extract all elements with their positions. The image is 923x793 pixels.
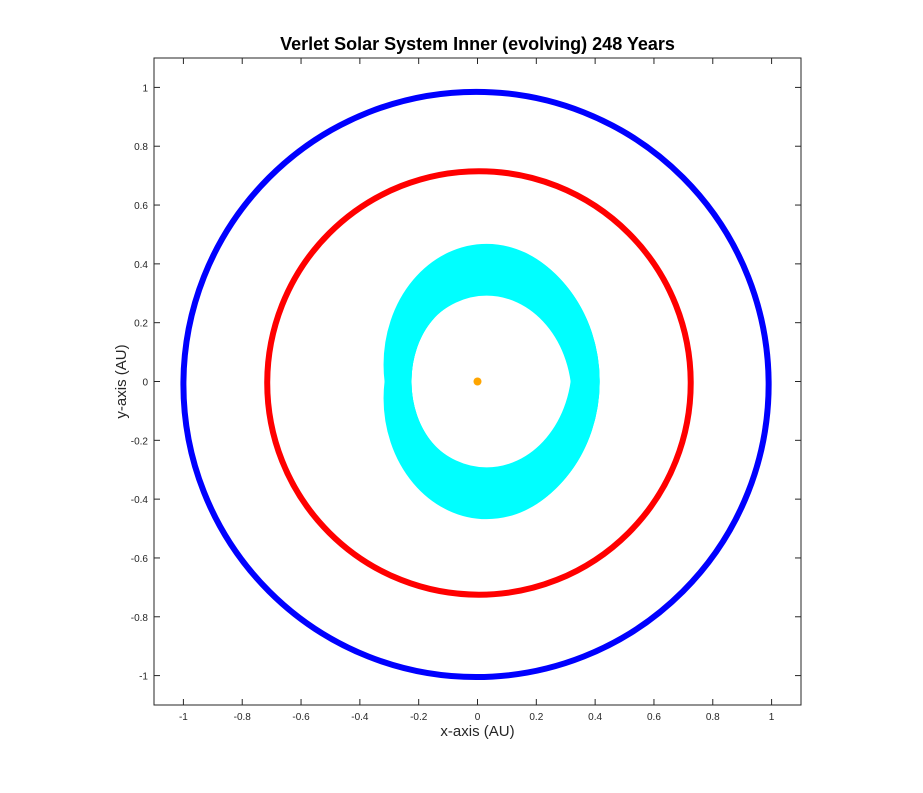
chart-title: Verlet Solar System Inner (evolving) 248… <box>280 34 675 54</box>
y-tick-label: -0.2 <box>131 436 149 447</box>
series-layer <box>180 88 772 681</box>
y-tick-label: -0.8 <box>131 613 149 624</box>
orbit-series-1 <box>180 88 772 681</box>
x-tick-label: 0.2 <box>529 712 543 723</box>
x-tick-label: -0.4 <box>351 712 369 723</box>
x-axis-label: x-axis (AU) <box>440 723 514 740</box>
y-tick-label: 0.4 <box>134 260 148 271</box>
y-tick-label: -0.4 <box>131 495 149 506</box>
x-tick-label: -1 <box>179 712 188 723</box>
x-tick-label: -0.2 <box>410 712 428 723</box>
x-tick-label: 1 <box>769 712 775 723</box>
orbit-band-trace <box>383 243 590 486</box>
y-tick-label: -0.6 <box>131 554 149 565</box>
x-tick-label: 0.6 <box>647 712 661 723</box>
x-tick-label: -0.8 <box>234 712 252 723</box>
y-tick-label: 0 <box>142 378 148 389</box>
y-tick-label: 1 <box>142 83 148 94</box>
y-tick-label: 0.8 <box>134 142 148 153</box>
y-axis-label: y-axis (AU) <box>113 344 130 418</box>
tick-layer: -1 -0.8 -0.6 -0.4 -0.2 0 0.2 0.4 0.6 0.8 1 -1 -0.8 -0… <box>131 58 801 723</box>
x-tick-label: 0 <box>475 712 481 723</box>
x-tick-label: 0.4 <box>588 712 602 723</box>
x-tick-label: 0.8 <box>706 712 720 723</box>
y-tick-label: -1 <box>139 672 148 683</box>
orbit-series-0 <box>264 168 694 598</box>
y-tick-label: 0.6 <box>134 201 148 212</box>
sun-point <box>473 377 482 386</box>
y-tick-label: 0.2 <box>134 319 148 330</box>
orbit-band-series-2 <box>383 243 600 520</box>
x-tick-label: -0.6 <box>292 712 310 723</box>
